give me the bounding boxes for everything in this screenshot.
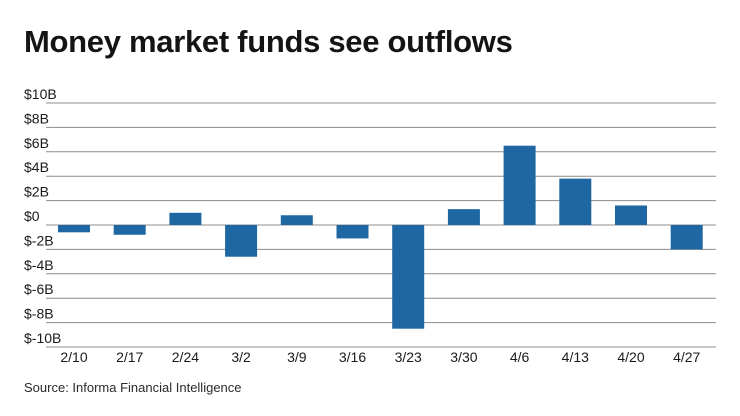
y-tick-label: $4B xyxy=(24,159,49,175)
x-tick-label: 2/17 xyxy=(116,349,143,365)
y-tick-label: $8B xyxy=(24,110,49,126)
bar-4-27 xyxy=(670,225,703,250)
y-axis-labels: $10B $8B $6B $4B $2B $0 $-2B $-4B $-6B $-8B $-10B xyxy=(24,86,61,346)
x-tick-label: 2/24 xyxy=(172,349,199,365)
x-tick-label: 3/2 xyxy=(231,349,251,365)
y-tick-label: $-6B xyxy=(24,281,54,297)
bar-2-24 xyxy=(169,212,202,225)
y-tick-label: $6B xyxy=(24,135,49,151)
bar-3-23 xyxy=(392,225,425,329)
y-tick-label: $2B xyxy=(24,184,49,200)
y-tick-label: $-2B xyxy=(24,232,54,248)
y-tick-label: $0 xyxy=(24,208,40,224)
y-tick-label: $10B xyxy=(24,86,57,102)
x-tick-label: 3/16 xyxy=(339,349,366,365)
x-tick-label: 3/9 xyxy=(287,349,307,365)
x-tick-label: 4/13 xyxy=(562,349,589,365)
x-tick-label: 4/27 xyxy=(673,349,700,365)
bar-4-20 xyxy=(615,205,647,225)
chart-title: Money market funds see outflows xyxy=(24,24,513,59)
bar-3-2 xyxy=(225,225,258,257)
bar-4-13 xyxy=(559,178,592,225)
gridlines xyxy=(46,102,716,348)
source-note: Source: Informa Financial Intelligence xyxy=(24,380,242,395)
x-axis-labels: 2/10 2/17 2/24 3/2 3/9 3/16 3/23 3/30 4/6 4/13 4/2… xyxy=(60,349,700,365)
bar-3-16 xyxy=(336,225,369,239)
bars xyxy=(58,145,703,329)
x-tick-label: 4/6 xyxy=(510,349,530,365)
bar-3-30 xyxy=(447,209,480,225)
x-tick-label: 4/20 xyxy=(617,349,644,365)
bar-2-17 xyxy=(113,225,146,235)
bar-3-9 xyxy=(280,215,313,225)
bar-2-10 xyxy=(58,225,90,233)
x-tick-label: 3/30 xyxy=(450,349,477,365)
x-tick-label: 2/10 xyxy=(60,349,87,365)
x-tick-label: 3/23 xyxy=(395,349,422,365)
y-tick-label: $-4B xyxy=(24,257,54,273)
bar-4-6 xyxy=(503,145,536,225)
y-tick-label: $-10B xyxy=(24,330,61,346)
y-tick-label: $-8B xyxy=(24,306,54,322)
